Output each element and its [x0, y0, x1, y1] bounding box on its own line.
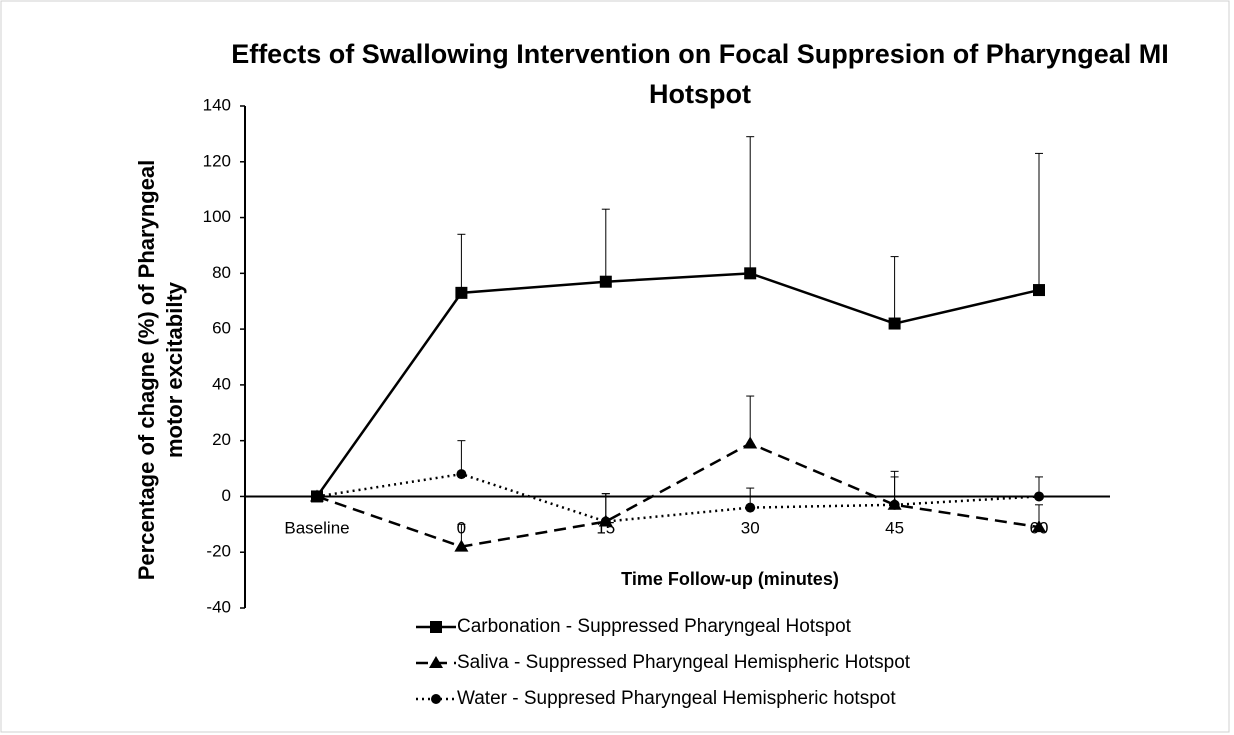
marker [456, 469, 467, 480]
y-tick-label: 120 [203, 151, 231, 170]
marker [454, 539, 469, 552]
marker [1033, 284, 1045, 297]
y-tick-label: -40 [206, 597, 231, 616]
marker [1034, 491, 1044, 502]
series-line [316, 442, 1040, 548]
marker [431, 694, 441, 704]
y-tick-label: 0 [222, 486, 231, 505]
series-line [315, 272, 1040, 498]
legend-label: Saliva - Suppressed Pharyngeal Hemispher… [457, 652, 911, 673]
marker [430, 621, 442, 633]
marker [743, 436, 758, 449]
marker [312, 491, 322, 502]
chart-title: Effects of Swallowing Intervention on Fo… [231, 39, 1169, 109]
series-line [316, 472, 1040, 523]
y-tick-label: 100 [203, 207, 231, 226]
marker [745, 502, 756, 513]
marker [889, 499, 900, 510]
x-tick-label: 45 [885, 518, 904, 537]
y-tick-label: -20 [206, 542, 231, 561]
marker [744, 267, 757, 280]
marker [599, 275, 612, 288]
marker [1032, 520, 1046, 533]
y-tick-label: 40 [212, 374, 231, 393]
x-axis-title: Time Follow-up (minutes) [621, 569, 839, 589]
x-tick-label: 30 [741, 518, 760, 537]
legend-label: Carbonation - Suppressed Pharyngeal Hots… [457, 616, 852, 637]
y-tick-label: 20 [212, 430, 231, 449]
y-tick-label: 140 [203, 95, 231, 114]
marker [888, 317, 901, 330]
marker [455, 286, 468, 299]
legend-label: Water - Suppresed Pharyngeal Hemispheric… [457, 688, 896, 709]
marker [600, 516, 611, 527]
y-axis-title: Percentage of chagne (%) of Pharyngeal [134, 160, 159, 581]
x-tick-label: Baseline [284, 518, 349, 537]
marker [429, 656, 443, 668]
y-axis-title: motor excitabilty [162, 281, 187, 458]
y-tick-label: 80 [212, 263, 231, 282]
y-tick-label: 60 [212, 319, 231, 338]
